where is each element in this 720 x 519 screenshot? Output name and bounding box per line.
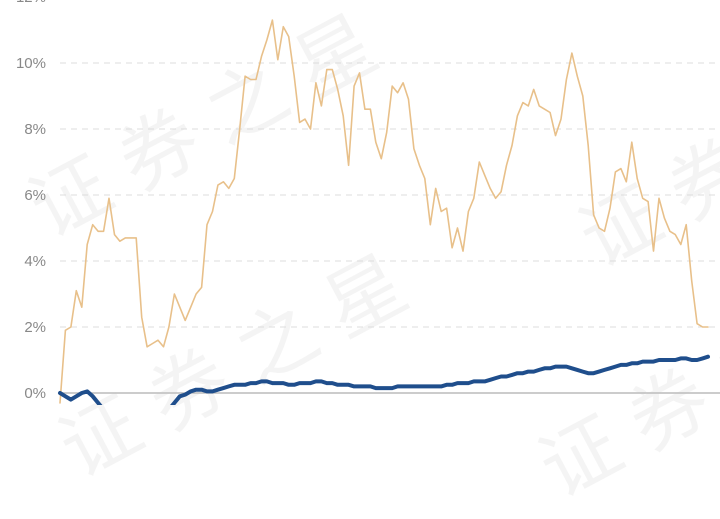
y-tick-label: 2% (24, 319, 46, 336)
series-line-fund (59, 19, 709, 404)
y-axis-ticks: 0% 2% 4% 6% 8% 10% 12% (16, 0, 46, 402)
y-tick-label: 6% (24, 187, 46, 204)
series-line-benchmark (58, 354, 710, 405)
y-tick-label: 8% (24, 121, 46, 138)
y-tick-label: 12% (16, 0, 46, 6)
series-lines (58, 19, 710, 405)
y-tick-label: 0% (24, 385, 46, 402)
y-tick-label: 4% (24, 253, 46, 270)
gridlines (60, 62, 720, 394)
line-chart: 0% 2% 4% 6% 8% 10% 12% (16, 0, 720, 405)
y-tick-label: 10% (16, 55, 46, 72)
